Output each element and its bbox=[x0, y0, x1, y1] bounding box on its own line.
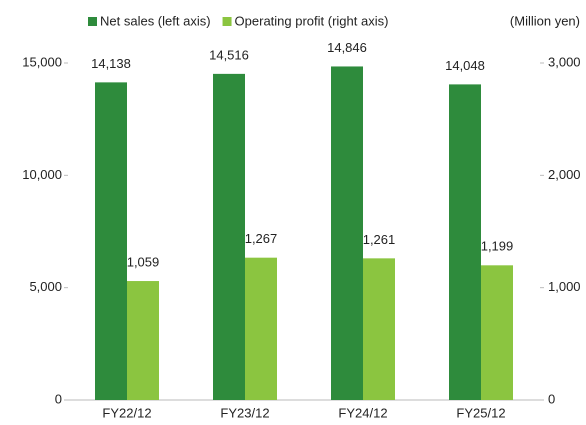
y-tick-label: 5,000 bbox=[29, 279, 62, 294]
bar bbox=[331, 66, 363, 400]
data-label: 14,846 bbox=[327, 40, 367, 55]
bar bbox=[481, 265, 513, 400]
data-label: 1,059 bbox=[127, 254, 160, 269]
y2-tick-label: 1,000 bbox=[548, 279, 581, 294]
y2-tick-label: 3,000 bbox=[548, 54, 581, 69]
x-tick-label: FY22/12 bbox=[102, 405, 151, 420]
y2-tick-label: 2,000 bbox=[548, 167, 581, 182]
y2-tick-label: 0 bbox=[548, 391, 555, 406]
y-tick-label: 15,000 bbox=[22, 54, 62, 69]
data-label: 1,267 bbox=[245, 231, 278, 246]
bar bbox=[449, 84, 481, 400]
x-tick-label: FY25/12 bbox=[456, 405, 505, 420]
data-label: 14,048 bbox=[445, 58, 485, 73]
unit-label: (Million yen) bbox=[510, 13, 580, 28]
legend-label: Net sales (left axis) bbox=[100, 13, 211, 28]
data-label: 1,261 bbox=[363, 232, 396, 247]
bar bbox=[213, 73, 245, 400]
x-tick-label: FY24/12 bbox=[338, 405, 387, 420]
bar bbox=[127, 281, 159, 400]
bar bbox=[95, 82, 127, 400]
legend-swatch bbox=[222, 17, 232, 26]
data-label: 1,199 bbox=[481, 239, 514, 254]
y-tick-label: 0 bbox=[55, 391, 62, 406]
legend-label: Operating profit (right axis) bbox=[235, 13, 389, 28]
y-tick-label: 10,000 bbox=[22, 167, 62, 182]
legend-swatch bbox=[88, 17, 97, 26]
bar bbox=[245, 257, 277, 400]
bar bbox=[363, 258, 395, 400]
data-label: 14,516 bbox=[209, 47, 249, 62]
x-tick-label: FY23/12 bbox=[220, 405, 269, 420]
data-label: 14,138 bbox=[91, 56, 131, 71]
